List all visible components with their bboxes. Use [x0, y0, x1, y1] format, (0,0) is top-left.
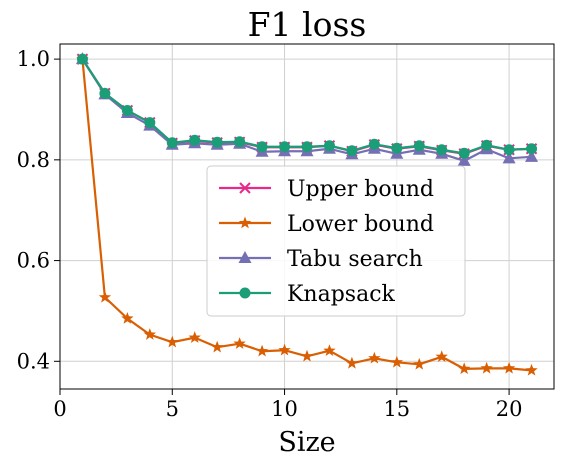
- data-point: [233, 337, 246, 349]
- chart-title: F1 loss: [248, 5, 367, 44]
- data-point: [345, 356, 359, 369]
- data-point: [301, 141, 313, 153]
- data-point: [436, 144, 448, 156]
- data-point: [390, 355, 403, 368]
- x-tick-label: 0: [53, 397, 66, 421]
- series-line: [81, 58, 532, 155]
- x-tick-label: 20: [496, 397, 523, 421]
- data-point: [368, 351, 381, 364]
- plot-series: [75, 52, 539, 376]
- data-point: [323, 344, 336, 356]
- legend-label: Upper bound: [287, 177, 434, 202]
- data-point: [211, 340, 224, 353]
- data-point: [256, 141, 268, 153]
- data-point: [166, 335, 179, 348]
- data-point: [99, 87, 111, 99]
- data-point: [413, 140, 425, 152]
- data-point: [391, 142, 403, 154]
- legend-marker: [238, 251, 252, 263]
- series-line: [81, 58, 532, 155]
- y-tick-label: 0.4: [17, 349, 50, 373]
- data-point: [480, 361, 493, 374]
- data-point: [503, 144, 515, 156]
- data-point: [76, 53, 88, 65]
- data-point: [481, 139, 493, 151]
- y-tick-label: 0.6: [17, 249, 50, 273]
- data-point: [525, 363, 538, 376]
- data-point: [502, 361, 516, 374]
- data-point: [255, 344, 269, 357]
- data-point: [188, 331, 201, 343]
- legend-label: Knapsack: [287, 282, 396, 307]
- data-point: [346, 145, 358, 157]
- x-tick-label: 15: [383, 397, 410, 421]
- data-point: [525, 149, 539, 162]
- data-point: [121, 104, 133, 116]
- plot-area-frame: [59, 43, 555, 390]
- legend-box: [206, 165, 466, 317]
- legend-marker: [238, 216, 252, 229]
- data-point: [234, 136, 246, 148]
- series-knapsack: [76, 53, 538, 159]
- axis-ticks: 0 5 10 15 20 0.4 0.6 0.8 1.0: [17, 47, 523, 421]
- y-tick-label: 0.8: [17, 148, 50, 172]
- legend-marker: [239, 287, 251, 299]
- x-tick-label: 5: [166, 397, 179, 421]
- legend: Upper bound Lower bound Tabu search Knapsac…: [206, 165, 466, 317]
- legend-label: Tabu search: [287, 247, 423, 272]
- data-point: [211, 136, 223, 148]
- data-point: [502, 151, 516, 164]
- data-point: [189, 134, 201, 146]
- data-point: [458, 147, 470, 159]
- data-point: [368, 138, 380, 150]
- x-tick-label: 10: [271, 397, 298, 421]
- legend-marker: [239, 182, 251, 194]
- data-point: [300, 349, 314, 362]
- data-point: [457, 153, 471, 166]
- data-point: [435, 350, 448, 363]
- data-point: [98, 290, 112, 303]
- data-point: [458, 362, 471, 375]
- data-point: [526, 143, 538, 155]
- x-axis-title: Size: [278, 427, 335, 458]
- data-point: [144, 117, 156, 129]
- data-point: [413, 357, 426, 370]
- legend-label: Lower bound: [287, 212, 434, 237]
- y-tick-label: 1.0: [17, 47, 50, 71]
- data-point: [279, 141, 291, 153]
- data-point: [278, 343, 291, 356]
- data-point: [323, 140, 335, 152]
- data-point: [121, 311, 134, 324]
- data-point: [143, 328, 156, 340]
- data-point: [166, 137, 178, 149]
